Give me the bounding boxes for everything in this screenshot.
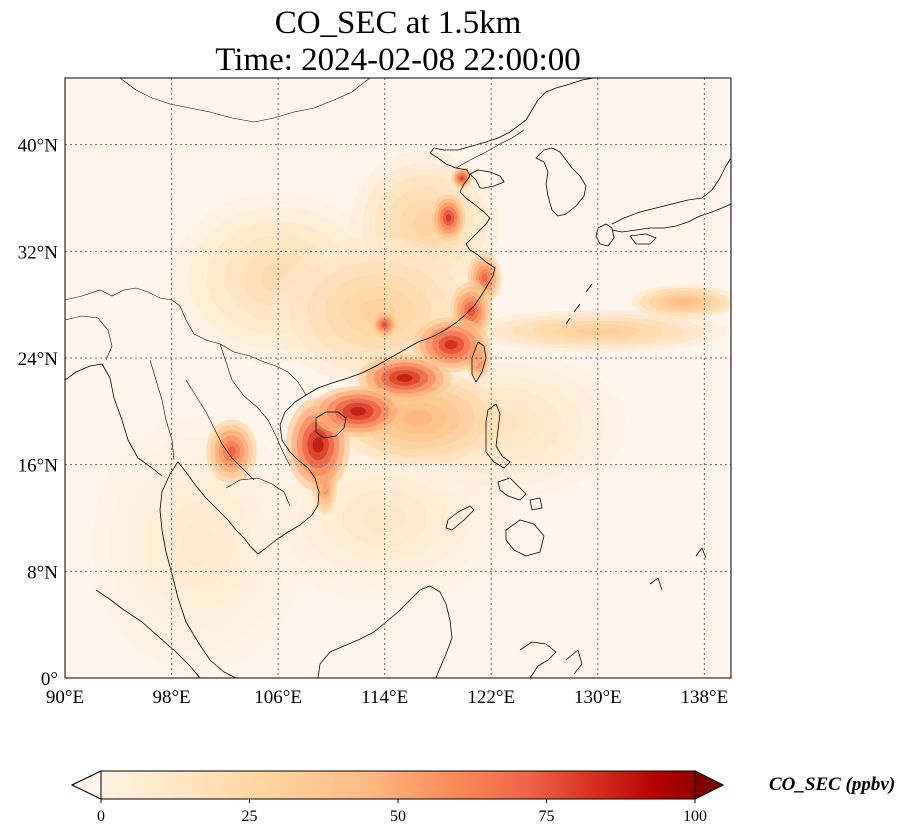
shandong-peninsula: [469, 169, 505, 189]
plume-contour: [180, 523, 216, 567]
colorbar-label: CO_SEC (ppbv): [769, 774, 895, 795]
indochina-coastline: [159, 461, 267, 678]
philippines-mindanao: [505, 519, 545, 557]
philippines-visayas: [497, 477, 543, 511]
y-tick-label: 8°N: [27, 562, 58, 583]
plume-contour: [444, 340, 458, 350]
title-line-2: Time: 2024-02-08 22:00:00: [215, 42, 580, 78]
vietnam-laos-border: [219, 343, 291, 467]
colorbar: 0 25 50 75 100 CO_SEC (ppbv): [70, 770, 895, 825]
x-tick-label: 106°E: [254, 687, 302, 708]
plume-contour: [445, 214, 452, 222]
colorbar-tick-label: 25: [242, 808, 258, 825]
colorbar-min-extend: [70, 770, 102, 800]
china-south-border: [65, 287, 307, 396]
y-tick-label: 32°N: [18, 242, 59, 263]
india-myanmar-border: [65, 315, 113, 361]
plume-contour: [576, 327, 620, 335]
y-axis: 0° 8°N 16°N 24°N 32°N 40°N: [18, 136, 59, 690]
japan-shikoku: [629, 233, 657, 245]
x-tick-label: 130°E: [574, 687, 622, 708]
plume-contour: [412, 212, 438, 238]
coastlines: [65, 78, 731, 678]
plume-contour: [312, 436, 324, 453]
colorbar-tick-label: 100: [683, 808, 707, 825]
china-north-border: [119, 78, 371, 123]
map-panel: [64, 77, 732, 679]
colorbar-tick-label: 75: [539, 808, 555, 825]
plume-contour: [675, 299, 694, 305]
x-tick-label: 138°E: [681, 687, 729, 708]
title-line-1: CO_SEC at 1.5km: [275, 5, 522, 41]
ryukyu-islands: [565, 283, 593, 325]
map-frame: [64, 77, 732, 679]
cambodia-border: [225, 477, 291, 507]
y-tick-label: 40°N: [18, 136, 59, 157]
plume-contour: [403, 410, 433, 426]
asia-mainland-coastline: [265, 78, 595, 549]
colorbar-max-extend: [694, 770, 725, 800]
y-tick-label: 16°N: [18, 456, 59, 477]
country-borders: [65, 78, 525, 507]
philippines-luzon: [485, 403, 511, 469]
japan-kyushu: [595, 223, 615, 247]
y-tick-label: 0°: [41, 669, 58, 690]
x-tick-label: 98°E: [152, 687, 190, 708]
colorbar-tick-label: 50: [390, 808, 406, 825]
x-tick-label: 122°E: [467, 687, 515, 708]
x-tick-label: 90°E: [46, 687, 84, 708]
plume-contour: [227, 446, 236, 457]
sumatra-island: [95, 589, 201, 678]
colorbar-scale: [70, 770, 725, 800]
hainan-island: [315, 411, 347, 439]
gridlines: [65, 78, 731, 678]
sulawesi-island: [519, 641, 583, 678]
myanmar-bangladesh-coast: [65, 363, 163, 477]
colorbar-tick-label: 0: [97, 808, 105, 825]
x-tick-label: 114°E: [361, 687, 408, 708]
taiwan-island: [471, 341, 487, 383]
borneo-island: [317, 585, 453, 678]
palawan: [445, 505, 475, 531]
korea-peninsula: [535, 147, 587, 217]
x-axis: 90°E 98°E 106°E 114°E 122°E 130°E 138°E: [46, 687, 728, 708]
japan-honshu: [611, 157, 731, 233]
northeast-border: [455, 129, 525, 169]
plume-contour: [481, 273, 488, 283]
myanmar-thailand-border: [149, 359, 175, 461]
y-tick-label: 24°N: [18, 349, 59, 370]
plume-contour: [467, 306, 475, 317]
plume-contour: [460, 176, 464, 180]
concentration-field: [91, 150, 731, 673]
laos-thailand-border: [185, 379, 255, 481]
plume-contour: [350, 407, 366, 416]
plume-contour: [396, 374, 413, 382]
